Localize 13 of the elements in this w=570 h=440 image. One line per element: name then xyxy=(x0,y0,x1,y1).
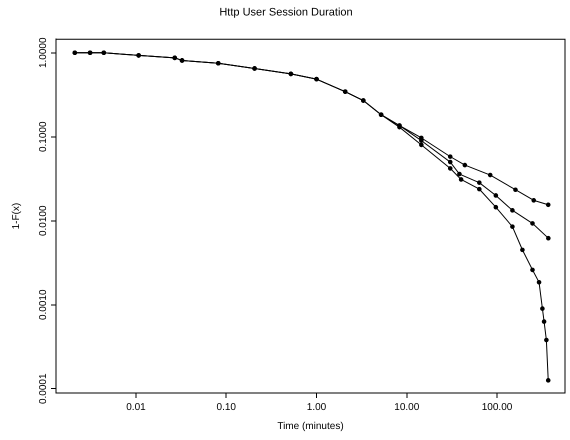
y-tick-label: 0.0010 xyxy=(38,289,49,320)
x-tick-label: 10.00 xyxy=(394,402,420,413)
y-tick-label: 1.0000 xyxy=(38,37,49,68)
x-axis-title: Time (minutes) xyxy=(277,420,344,432)
y-axis-title: 1-F(x) xyxy=(10,202,22,230)
y-tick-label: 0.1000 xyxy=(38,121,49,152)
y-tick-label: 0.0100 xyxy=(38,205,49,236)
x-tick-label: 100.00 xyxy=(482,402,513,413)
x-tick-label: 1.00 xyxy=(306,402,327,413)
x-tick-label: 0.01 xyxy=(126,402,146,413)
x-tick-label: 0.10 xyxy=(216,402,236,413)
chart-title: Http User Session Duration xyxy=(219,6,353,19)
y-tick-label: 0.0001 xyxy=(38,373,49,404)
